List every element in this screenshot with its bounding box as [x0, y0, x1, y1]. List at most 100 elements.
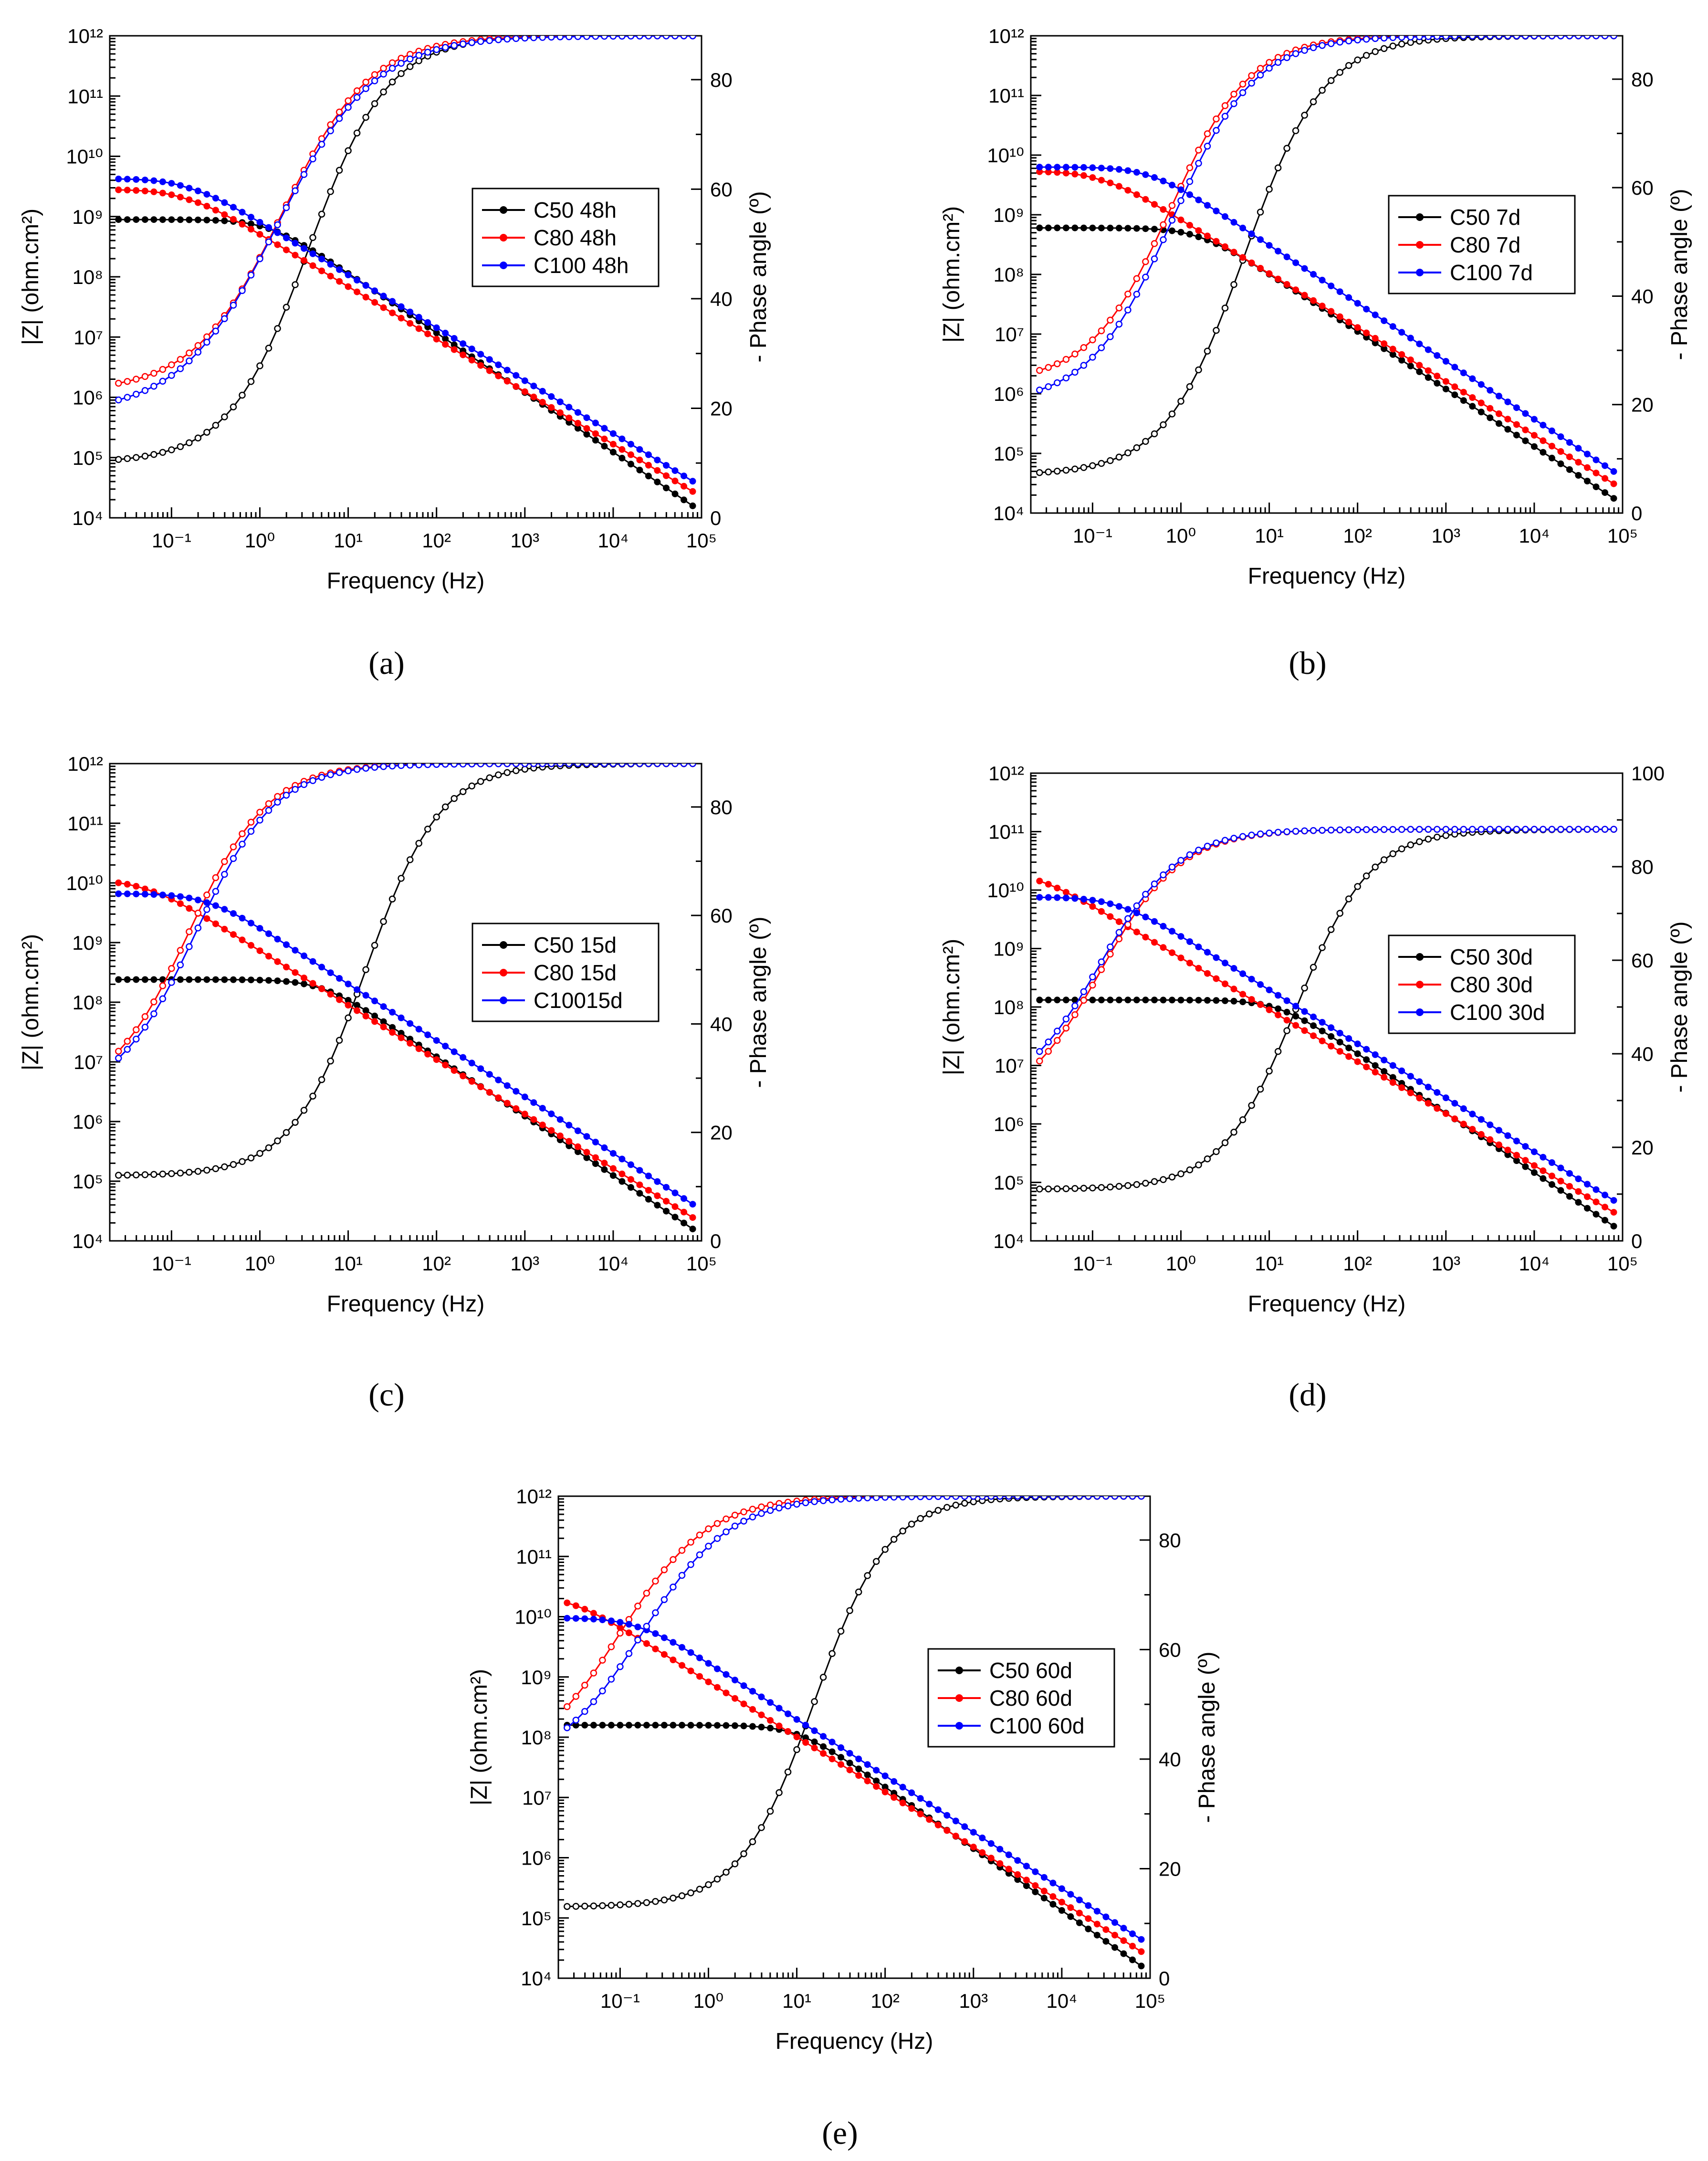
phase-point: [1177, 398, 1184, 405]
phase-point: [513, 764, 520, 767]
phase-point: [1080, 344, 1088, 351]
impedance-point: [301, 980, 307, 987]
impedance-point: [292, 240, 299, 247]
y-right-tick-label-a: 20: [710, 397, 733, 420]
phase-point: [943, 1504, 951, 1511]
phase-point: [758, 1503, 765, 1511]
impedance-point: [592, 430, 599, 437]
phase-point: [335, 167, 343, 174]
phase-point: [194, 1168, 202, 1175]
plot-area-d: 10⁻¹ 10⁰ 10¹ 10² 10³ 10⁴ 10⁵10⁴10⁵10⁶10⁷10⁸10⁹…: [939, 762, 1692, 1317]
impedance-point: [574, 420, 581, 427]
x-tick-label-a: 10²: [422, 529, 451, 552]
phase-point: [1274, 1048, 1282, 1055]
impedance-point: [617, 1721, 624, 1729]
impedance-point: [627, 1184, 634, 1191]
impedance-point: [1124, 997, 1132, 1004]
phase-point: [141, 387, 149, 394]
x-tick-label-c: 10²: [422, 1252, 451, 1275]
phase-point: [1487, 826, 1494, 833]
impedance-point: [1067, 1891, 1074, 1898]
phase-point: [1045, 364, 1052, 371]
impedance-point: [572, 1602, 579, 1609]
impedance-point: [265, 953, 272, 960]
phase-point: [846, 1607, 853, 1614]
phase-point: [1548, 826, 1556, 833]
impedance-point: [996, 1846, 1004, 1853]
phase-point: [1115, 1183, 1123, 1190]
impedance-point: [1275, 275, 1282, 283]
impedance-point: [1548, 454, 1555, 462]
impedance-point: [1239, 254, 1247, 261]
phase-point: [654, 36, 661, 40]
phase-point: [1062, 374, 1070, 382]
impedance-point: [572, 1615, 579, 1622]
phase-point: [1513, 826, 1520, 833]
phase-point: [1221, 113, 1229, 120]
impedance-point: [442, 336, 449, 342]
impedance-point: [1160, 997, 1167, 1004]
impedance-point: [1328, 283, 1335, 290]
phase-point: [634, 1603, 641, 1610]
impedance-point: [1062, 224, 1069, 231]
impedance-point: [1602, 1191, 1608, 1198]
impedance-point: [1504, 1146, 1511, 1154]
phase-point: [731, 1511, 739, 1519]
x-tick-label-b: 10³: [1431, 525, 1460, 547]
impedance-point: [1469, 1126, 1476, 1133]
impedance-point: [608, 1721, 615, 1729]
impedance-point: [442, 341, 449, 348]
impedance-point: [767, 1724, 774, 1731]
impedance-point: [345, 283, 352, 290]
impedance-point: [336, 975, 343, 982]
impedance-point: [177, 893, 184, 900]
impedance-point: [212, 976, 219, 983]
phase-point: [1301, 827, 1308, 835]
impedance-point: [1522, 1143, 1529, 1150]
phase-point: [124, 455, 131, 462]
impedance-point: [1593, 456, 1600, 463]
phase-point: [1469, 36, 1476, 40]
impedance-point: [583, 414, 590, 421]
impedance-point: [1098, 997, 1105, 1004]
phase-point: [687, 1539, 694, 1546]
x-tick-label-d: 10¹: [1255, 1252, 1284, 1275]
impedance-point: [1610, 1209, 1617, 1216]
impedance-point: [1239, 970, 1247, 977]
impedance-point: [1566, 439, 1573, 446]
phase-point: [133, 1035, 140, 1043]
phase-point: [1133, 291, 1141, 298]
phase-point: [300, 781, 308, 788]
phase-point: [1425, 826, 1432, 833]
phase-point: [678, 1547, 686, 1554]
phase-point: [608, 1643, 615, 1650]
phase-point: [1230, 281, 1237, 288]
impedance-point: [407, 1040, 414, 1047]
phase-point: [1310, 964, 1317, 971]
phase-point: [115, 396, 122, 404]
impedance-point: [864, 1761, 871, 1768]
impedance-point: [1186, 997, 1193, 1004]
phase-point: [1230, 835, 1237, 842]
impedance-point: [627, 441, 634, 448]
phase-point: [671, 36, 679, 40]
impedance-point: [881, 1773, 889, 1779]
impedance-point: [574, 1127, 581, 1134]
impedance-point: [1504, 399, 1511, 406]
impedance-point: [433, 324, 440, 331]
impedance-point: [398, 1014, 405, 1021]
impedance-point: [133, 976, 140, 983]
phase-point: [186, 943, 193, 950]
phase-point: [625, 1900, 633, 1908]
impedance-point: [150, 188, 157, 195]
y-right-tick-label-e: 60: [1159, 1638, 1181, 1661]
impedance-point: [194, 199, 201, 206]
phase-point: [636, 764, 643, 767]
impedance-point: [115, 890, 122, 897]
phase-point: [1566, 826, 1573, 833]
x-tick-label-d: 10⁻¹: [1073, 1252, 1112, 1275]
phase-point: [150, 998, 157, 1006]
phase-point: [1204, 1155, 1211, 1163]
phase-point: [943, 1496, 951, 1500]
phase-point: [811, 1698, 818, 1705]
